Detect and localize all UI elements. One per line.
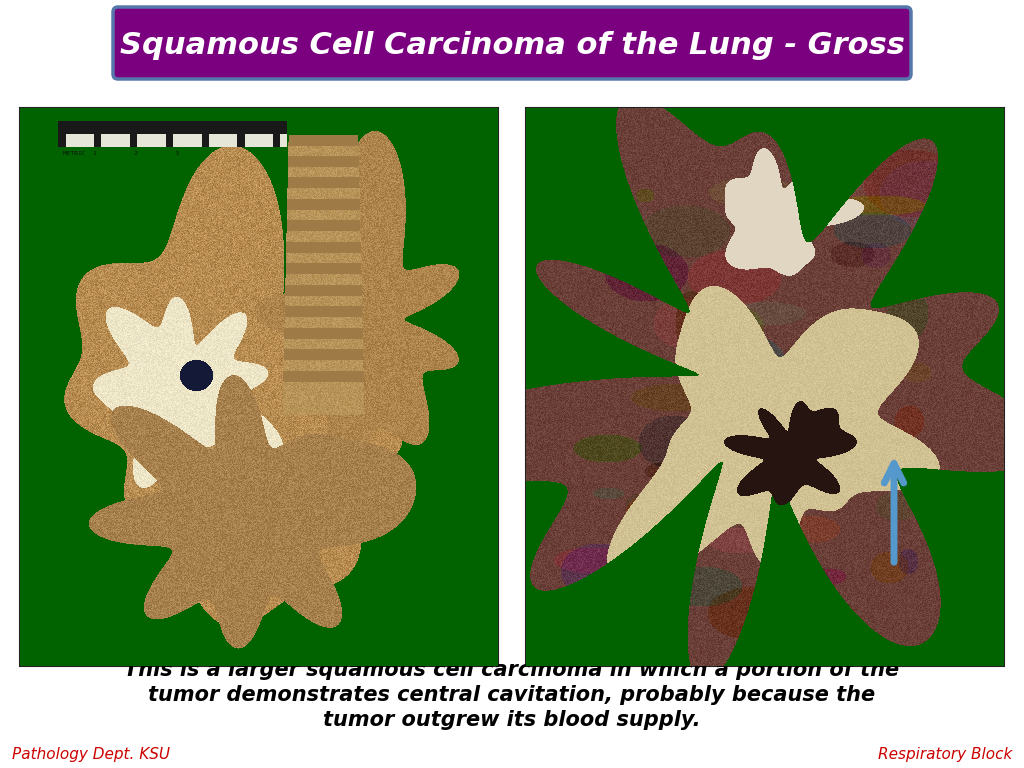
Bar (20, 108, 498, 666)
Text: Respiratory Block: Respiratory Block (878, 746, 1012, 762)
Text: tumor outgrew its blood supply.: tumor outgrew its blood supply. (324, 710, 700, 730)
Bar (526, 108, 1004, 666)
Text: METRIC  1          2          3: METRIC 1 2 3 (63, 151, 179, 156)
FancyBboxPatch shape (113, 7, 911, 79)
Text: Squamous Cell Carcinoma of the Lung - Gross: Squamous Cell Carcinoma of the Lung - Gr… (120, 31, 904, 59)
Text: This is a larger squamous cell carcinoma in which a portion of the: This is a larger squamous cell carcinoma… (125, 660, 899, 680)
Text: tumor demonstrates central cavitation, probably because the: tumor demonstrates central cavitation, p… (148, 685, 876, 705)
Text: Pathology Dept. KSU: Pathology Dept. KSU (12, 746, 170, 762)
